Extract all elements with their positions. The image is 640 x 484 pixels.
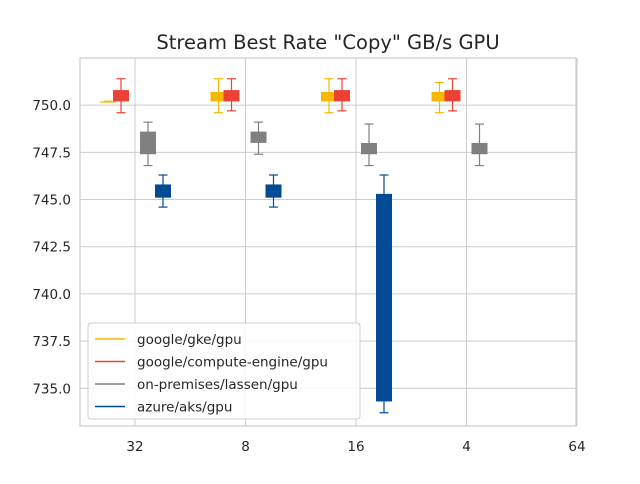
box <box>100 101 116 103</box>
box <box>444 90 461 102</box>
legend-label: on-premises/lassen/gpu <box>137 377 298 393</box>
y-axis: 735.0 737.5 740.0 742.5 745.0 747.5 750.0 <box>32 98 71 397</box>
series-2 <box>140 121 488 167</box>
box-marks <box>100 78 488 414</box>
box <box>223 90 240 102</box>
series-0 <box>100 78 448 114</box>
plot-frame <box>79 57 577 427</box>
x-tick-label: 16 <box>347 439 364 455</box>
box <box>265 184 282 198</box>
x-tick-label: 32 <box>126 439 143 455</box>
box <box>471 142 488 155</box>
y-tick-label: 745.0 <box>32 193 71 209</box>
box <box>210 91 227 102</box>
box <box>250 131 267 143</box>
legend-label: google/gke/gpu <box>137 332 242 348</box>
box <box>321 91 337 102</box>
series-1 <box>113 78 461 114</box>
y-tick-label: 735.0 <box>32 381 71 397</box>
y-tick-label: 742.5 <box>32 240 71 256</box>
chart-title: Stream Best Rate "Copy" GB/s GPU <box>156 31 499 54</box>
y-tick-label: 750.0 <box>32 98 71 114</box>
box <box>431 91 448 102</box>
series-3 <box>155 174 392 414</box>
legend-box <box>87 322 361 420</box>
box <box>140 131 156 155</box>
x-axis: 32 8 16 4 64 <box>126 439 585 455</box>
x-tick-label: 4 <box>462 439 471 455</box>
box <box>361 142 377 155</box>
legend: google/gke/gpu google/compute-engine/gpu o… <box>87 322 361 420</box>
y-tick-label: 740.0 <box>32 287 71 303</box>
legend-label: azure/aks/gpu <box>137 400 232 416</box>
y-tick-label: 747.5 <box>32 145 71 161</box>
box <box>376 193 392 402</box>
legend-label: google/compute-engine/gpu <box>137 355 328 371</box>
box <box>334 90 350 102</box>
box <box>155 184 171 198</box>
x-tick-label: 8 <box>241 439 250 455</box>
y-tick-label: 737.5 <box>32 334 71 350</box>
x-tick-label: 64 <box>568 439 585 455</box>
box <box>113 90 129 102</box>
